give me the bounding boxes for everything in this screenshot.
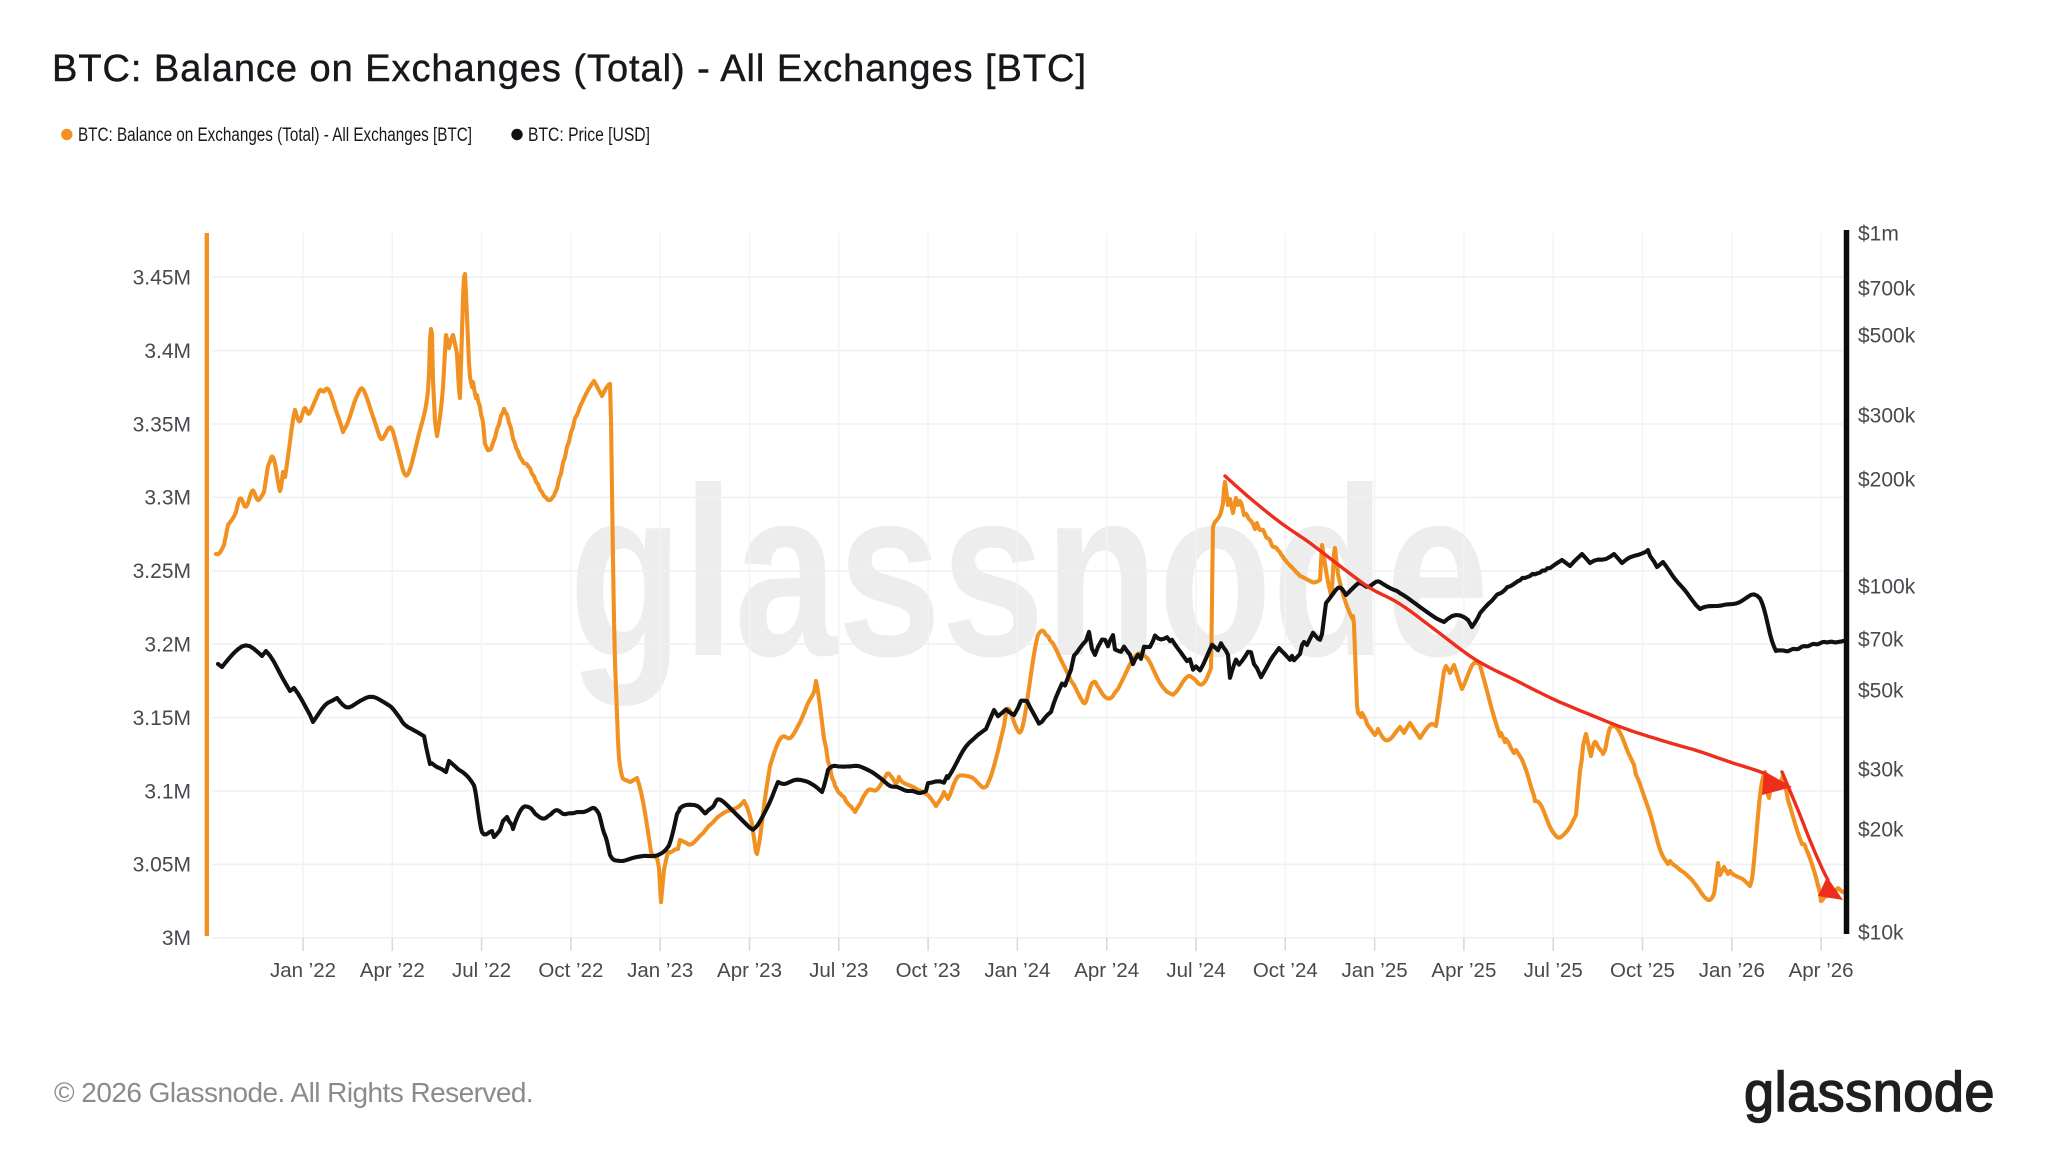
svg-text:Apr ’26: Apr ’26 <box>1789 959 1854 982</box>
svg-text:3M: 3M <box>162 927 191 950</box>
svg-text:© 2026 Glassnode. All Rights R: © 2026 Glassnode. All Rights Reserved. <box>54 1077 533 1108</box>
svg-text:3.2M: 3.2M <box>144 634 191 657</box>
svg-text:3.35M: 3.35M <box>133 413 191 436</box>
svg-text:BTC: Balance on Exchanges (Tot: BTC: Balance on Exchanges (Total) - All … <box>52 48 1086 90</box>
svg-text:glassnode: glassnode <box>569 438 1489 706</box>
svg-text:3.15M: 3.15M <box>133 707 191 730</box>
svg-text:3.25M: 3.25M <box>133 560 191 583</box>
svg-text:Oct ’24: Oct ’24 <box>1253 959 1318 982</box>
svg-text:Apr ’24: Apr ’24 <box>1074 959 1139 982</box>
svg-text:$300k: $300k <box>1858 404 1916 427</box>
svg-text:$20k: $20k <box>1858 818 1904 841</box>
svg-text:Jan ’26: Jan ’26 <box>1699 959 1765 982</box>
svg-text:Apr ’25: Apr ’25 <box>1431 959 1496 982</box>
svg-text:BTC: Price [USD]: BTC: Price [USD] <box>528 125 650 146</box>
svg-text:Jan ’24: Jan ’24 <box>984 959 1050 982</box>
svg-text:3.3M: 3.3M <box>144 487 191 510</box>
svg-text:$200k: $200k <box>1858 468 1916 491</box>
svg-text:Oct ’22: Oct ’22 <box>538 959 603 982</box>
svg-text:Jul ’25: Jul ’25 <box>1524 959 1583 982</box>
svg-text:3.4M: 3.4M <box>144 340 191 363</box>
svg-text:$700k: $700k <box>1858 277 1916 300</box>
svg-text:Jul ’24: Jul ’24 <box>1166 959 1225 982</box>
svg-text:BTC: Balance on Exchanges (Tot: BTC: Balance on Exchanges (Total) - All … <box>78 125 472 146</box>
svg-text:Jan ’25: Jan ’25 <box>1342 959 1408 982</box>
svg-text:$10k: $10k <box>1858 921 1904 944</box>
svg-text:3.45M: 3.45M <box>133 267 191 290</box>
svg-text:glassnode: glassnode <box>1744 1060 1995 1123</box>
svg-text:Oct ’23: Oct ’23 <box>896 959 961 982</box>
svg-text:Jan ’22: Jan ’22 <box>270 959 336 982</box>
svg-text:$70k: $70k <box>1858 628 1904 651</box>
svg-text:Apr ’22: Apr ’22 <box>360 959 425 982</box>
svg-text:$50k: $50k <box>1858 679 1904 702</box>
svg-text:Oct ’25: Oct ’25 <box>1610 959 1675 982</box>
svg-text:$30k: $30k <box>1858 758 1904 781</box>
svg-text:$100k: $100k <box>1858 575 1916 598</box>
svg-text:Apr ’23: Apr ’23 <box>717 959 782 982</box>
svg-text:3.1M: 3.1M <box>144 780 191 803</box>
svg-text:Jan ’23: Jan ’23 <box>627 959 693 982</box>
svg-text:Jul ’22: Jul ’22 <box>452 959 511 982</box>
svg-text:$1m: $1m <box>1858 222 1899 245</box>
svg-text:3.05M: 3.05M <box>133 854 191 877</box>
svg-text:$500k: $500k <box>1858 324 1916 347</box>
svg-text:Jul ’23: Jul ’23 <box>809 959 868 982</box>
